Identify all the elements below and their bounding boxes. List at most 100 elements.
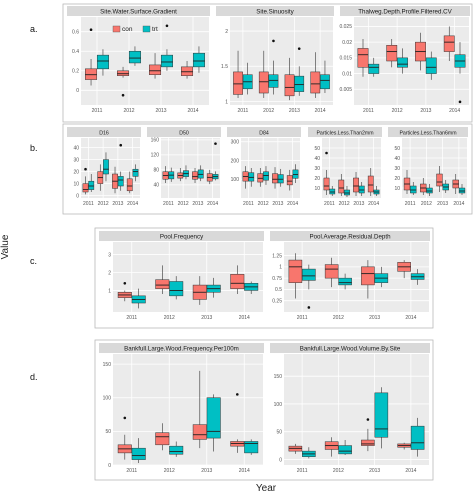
y-tick-label: 100 <box>103 396 112 402</box>
outlier-point <box>297 47 301 50</box>
plot-background <box>284 354 429 465</box>
panel: D84 100 200 300 2011 2012 2013 2014 <box>227 127 301 207</box>
con-box-2012 <box>177 168 184 182</box>
y-tick-label: 0.6 <box>72 29 79 35</box>
y-axis-title: Value <box>0 234 11 259</box>
trt-box-2013 <box>206 277 221 298</box>
y-tick-label: 0.025 <box>339 24 352 30</box>
y-tick-label: 0.005 <box>339 87 352 93</box>
box-iqr <box>117 176 124 187</box>
x-tick-label: 2014 <box>315 108 326 114</box>
x-tick-label: 2014 <box>207 201 218 207</box>
x-axis-title: Year <box>256 483 277 494</box>
row-frame <box>62 123 473 215</box>
box-iqr <box>257 173 264 183</box>
box-iqr <box>324 264 339 279</box>
panel-title: Site.Water.Surface.Gradient <box>100 8 177 15</box>
panel: Pool.Average.Residual.Depth 0.25 0.5 0.75 1 1… <box>270 231 430 321</box>
y-tick-label: 0.01 <box>342 71 352 77</box>
trt-box-2013 <box>374 387 389 449</box>
con-box-2014 <box>126 171 133 194</box>
x-tick-label: 2013 <box>272 201 283 207</box>
box-iqr <box>169 281 184 297</box>
trt-box-2011 <box>131 288 146 309</box>
panel-strip <box>340 6 470 16</box>
y-tick-label: 150 <box>103 362 112 368</box>
panel-strip <box>388 127 468 137</box>
trt-box-2011 <box>131 438 146 463</box>
trt-box-2012 <box>169 441 184 457</box>
box-iqr <box>288 259 303 283</box>
y-tick-label: 20 <box>394 176 400 182</box>
y-tick-label: 0.2 <box>72 69 79 75</box>
y-tick-label: 40 <box>73 145 79 151</box>
outlier-point <box>236 393 239 396</box>
plot-background <box>241 138 300 198</box>
box-iqr <box>192 424 207 440</box>
y-tick-label: 1.5 <box>221 64 228 70</box>
con-box-2013 <box>353 172 359 196</box>
con-box-2012 <box>338 174 345 196</box>
y-tick-label: 50 <box>105 429 111 435</box>
x-tick-label: 2014 <box>405 315 416 321</box>
trt-box-2013 <box>374 266 389 288</box>
trt-box-2011 <box>302 264 316 309</box>
x-tick-label: 2014 <box>368 201 379 207</box>
box-iqr <box>338 277 352 286</box>
box-iqr <box>397 57 408 68</box>
trt-box-2012 <box>183 165 189 180</box>
x-tick-label: 2012 <box>164 468 175 474</box>
legend: con trt <box>112 25 158 33</box>
trt-box-2012 <box>263 166 269 185</box>
y-tick-label: 100 <box>231 177 240 183</box>
con-box-2011 <box>323 151 330 195</box>
trt-box-2013 <box>294 47 305 96</box>
con-box-2013 <box>415 32 426 71</box>
box-iqr <box>294 75 305 92</box>
trt-box-2011 <box>88 174 95 192</box>
con-box-2013 <box>272 167 278 189</box>
y-tick-label: 2 <box>225 29 228 35</box>
row-1: a. Site.Water.Surface.Gradient 0 0.2 0.4 0.6 2… <box>30 3 473 123</box>
y-tick-label: 160 <box>151 138 160 144</box>
box-iqr <box>272 173 278 184</box>
trt-box-2011 <box>168 167 175 182</box>
box-iqr <box>155 279 170 289</box>
trt-box-2014 <box>454 42 466 104</box>
x-tick-label: 2013 <box>112 201 123 207</box>
x-tick-label: 2012 <box>333 468 344 474</box>
trt-box-2013 <box>206 394 221 452</box>
box-iqr <box>425 57 437 74</box>
con-box-2011 <box>117 416 132 460</box>
con-box-2012 <box>117 66 130 97</box>
box-iqr <box>292 169 299 179</box>
x-tick-label: 2012 <box>421 201 432 207</box>
trt-box-2012 <box>103 152 109 182</box>
y-tick-label: 2 <box>108 270 111 276</box>
trt-box-2011 <box>410 182 417 195</box>
y-tick-label: 30 <box>314 166 320 172</box>
trt-box-2013 <box>117 143 124 191</box>
x-tick-label: 2014 <box>187 108 198 114</box>
plot-background <box>113 354 263 465</box>
trt-box-2014 <box>458 184 466 195</box>
box-iqr <box>117 70 130 76</box>
x-tick-label: 2013 <box>201 468 212 474</box>
box-iqr <box>338 445 352 455</box>
y-tick-label: 200 <box>231 158 240 164</box>
box-iqr <box>329 188 336 195</box>
outlier-point <box>458 100 462 104</box>
x-tick-label: 2013 <box>201 315 212 321</box>
trt-box-2014 <box>212 142 219 181</box>
panel: D16 0 10 20 30 40 2011 2012 2013 2014 <box>67 127 141 207</box>
x-tick-label: 2013 <box>192 201 203 207</box>
con-box-2014 <box>206 169 213 185</box>
panel-title: Site.Sinuosity <box>256 8 294 15</box>
outlier-point <box>89 28 93 32</box>
panel-title: Particles.Less.Than2mm <box>316 130 373 136</box>
con-box-2014 <box>397 442 411 450</box>
outlier-point <box>214 142 217 145</box>
box-iqr <box>103 159 109 175</box>
y-tick-label: 50 <box>314 146 320 152</box>
